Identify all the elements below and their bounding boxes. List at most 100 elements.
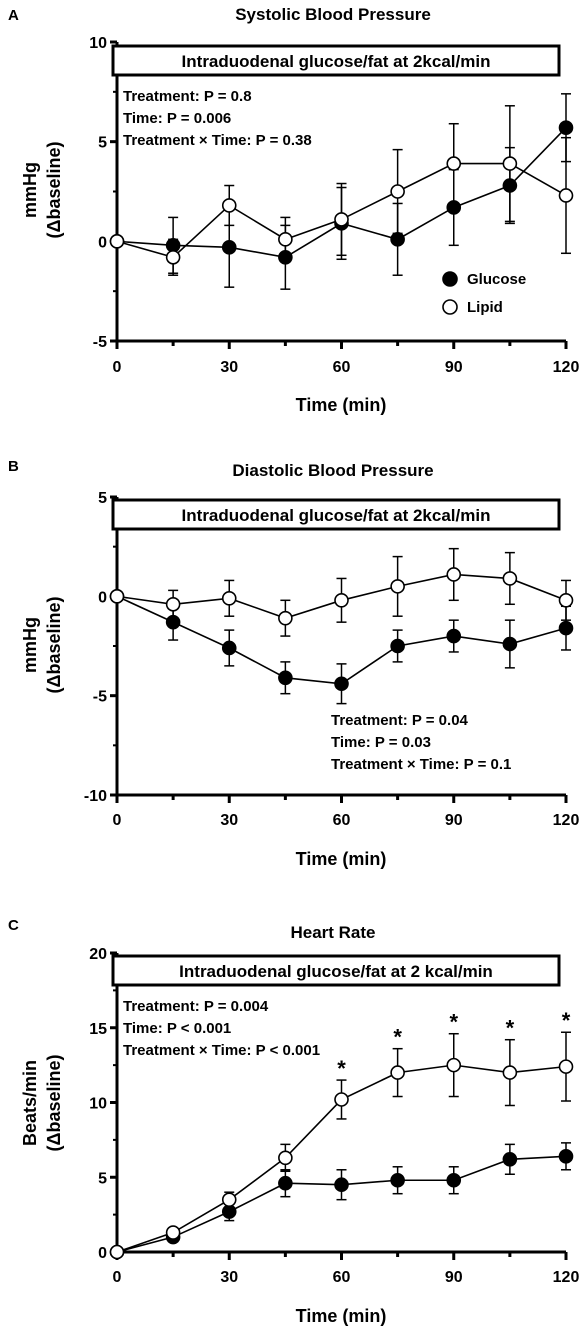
y-tick-label: 0 <box>98 234 107 251</box>
data-point-glucose <box>278 1175 293 1191</box>
data-point-glucose <box>165 614 181 630</box>
data-point-glucose <box>558 620 574 636</box>
data-point-glucose <box>558 120 574 136</box>
y-tick-label: 10 <box>89 1096 107 1113</box>
data-point-lipid <box>502 1065 518 1080</box>
x-tick-label: 120 <box>553 812 580 829</box>
data-point-lipid <box>165 596 181 612</box>
data-point-lipid <box>390 184 405 199</box>
stat-line: Treatment × Time: P < 0.001 <box>123 1042 320 1059</box>
data-point-glucose <box>502 178 518 193</box>
data-point-lipid <box>502 156 518 171</box>
condition-box <box>111 498 561 531</box>
stat-line: Time: P = 0.006 <box>123 110 231 127</box>
significance-asterisk: * <box>562 1008 571 1033</box>
legend-marker-lipid <box>442 299 458 315</box>
panel-c: C Heart Rate 20 15 10 5 00 30 60 90 120 Time (min) B… <box>8 917 579 1326</box>
x-tick-label: 30 <box>220 812 238 829</box>
data-point-glucose <box>221 640 237 656</box>
significance-asterisk: * <box>506 1016 515 1041</box>
y-tick-label: -10 <box>84 788 107 805</box>
y-axis-label: Beats/min (Δbaseline) <box>20 1055 64 1152</box>
y-axis-label: mmHg (Δbaseline) <box>20 597 64 694</box>
legend: Glucose Lipid <box>442 271 526 316</box>
stat-line: Time: P < 0.001 <box>123 1020 231 1037</box>
x-tick-label: 60 <box>333 812 351 829</box>
data-point-lipid <box>221 1192 237 1207</box>
x-tick-label: 120 <box>553 1269 580 1286</box>
stat-line: Treatment: P = 0.04 <box>331 712 469 729</box>
y-axis-label-line1: Beats/min <box>20 1060 40 1146</box>
condition-box <box>111 44 561 77</box>
data-point-glucose <box>446 1172 462 1188</box>
condition-label: Intraduodenal glucose/fat at 2kcal/min <box>182 506 491 525</box>
data-point-lipid <box>109 1244 125 1260</box>
stat-line: Treatment × Time: P = 0.1 <box>331 756 511 773</box>
stat-line: Time: P = 0.03 <box>331 734 431 751</box>
y-tick-label: -5 <box>93 689 107 706</box>
data-point-lipid <box>502 571 518 586</box>
data-point-lipid <box>109 589 125 604</box>
x-tick-label: 30 <box>220 1269 238 1286</box>
data-point-lipid <box>558 1059 574 1074</box>
data-point-lipid <box>558 188 574 203</box>
y-tick-label: 15 <box>89 1021 107 1038</box>
panel-letter: B <box>8 458 19 475</box>
panel-letter: A <box>8 7 19 24</box>
y-tick-label: 5 <box>98 1170 107 1187</box>
condition-label: Intraduodenal glucose/fat at 2kcal/min <box>182 52 491 71</box>
data-point-glucose <box>446 628 462 644</box>
panel-letter: C <box>8 917 19 934</box>
data-point-lipid <box>278 610 293 626</box>
panel-a: A Systolic Blood Pressure 10 5 0 -5 0 30 60 90 120… <box>8 5 579 415</box>
x-tick-label: 0 <box>113 359 122 376</box>
data-point-glucose <box>221 240 237 255</box>
x-axis-label: Time (min) <box>296 395 387 415</box>
data-point-lipid <box>334 593 349 608</box>
panel-b: B Diastolic Blood Pressure 5 0 -5 -10 0 30 60 90 1… <box>8 458 579 869</box>
y-axis-label-line1: mmHg <box>20 617 40 673</box>
data-point-glucose <box>390 1172 405 1188</box>
data-point-lipid <box>334 1092 349 1107</box>
data-point-lipid <box>446 1057 462 1073</box>
data-point-lipid <box>446 156 462 171</box>
y-tick-label: 5 <box>98 490 107 507</box>
data-point-lipid <box>334 212 349 227</box>
x-tick-label: 0 <box>113 812 122 829</box>
stat-line: Treatment × Time: P = 0.38 <box>123 132 312 149</box>
y-axis-label-line2: (Δbaseline) <box>44 142 64 239</box>
x-tick-label: 120 <box>553 359 580 376</box>
data-point-glucose <box>221 1204 237 1219</box>
data-point-glucose <box>502 636 518 652</box>
data-point-lipid <box>165 249 181 265</box>
chart-title: Heart Rate <box>290 923 375 942</box>
stat-line: Treatment: P = 0.8 <box>123 88 252 105</box>
y-axis-label: mmHg (Δbaseline) <box>20 142 64 239</box>
y-tick-label: 5 <box>98 135 107 152</box>
data-point-glucose <box>278 249 293 265</box>
condition-box <box>111 954 561 987</box>
data-point-glucose <box>334 676 349 692</box>
chart-title: Systolic Blood Pressure <box>235 5 431 24</box>
y-axis-label-line1: mmHg <box>20 162 40 218</box>
x-tick-label: 60 <box>333 359 351 376</box>
x-tick-label: 60 <box>333 1269 351 1286</box>
stat-line: Treatment: P = 0.004 <box>123 998 269 1015</box>
data-point-lipid <box>278 232 293 247</box>
y-axis-label-line2: (Δbaseline) <box>44 597 64 694</box>
legend-label-glucose: Glucose <box>467 271 526 288</box>
x-axis-label: Time (min) <box>296 1306 387 1326</box>
x-tick-label: 90 <box>445 359 463 376</box>
chart-title: Diastolic Blood Pressure <box>232 461 433 480</box>
condition-label: Intraduodenal glucose/fat at 2 kcal/min <box>179 962 493 981</box>
significance-asterisk: * <box>449 1010 458 1035</box>
data-point-glucose <box>446 200 462 215</box>
data-point-lipid <box>165 1225 181 1240</box>
x-tick-label: 30 <box>220 359 238 376</box>
legend-marker-glucose <box>442 271 458 287</box>
data-point-lipid <box>221 198 237 213</box>
x-tick-label: 0 <box>113 1269 122 1286</box>
significance-asterisk: * <box>337 1056 346 1081</box>
data-point-lipid <box>109 234 125 249</box>
